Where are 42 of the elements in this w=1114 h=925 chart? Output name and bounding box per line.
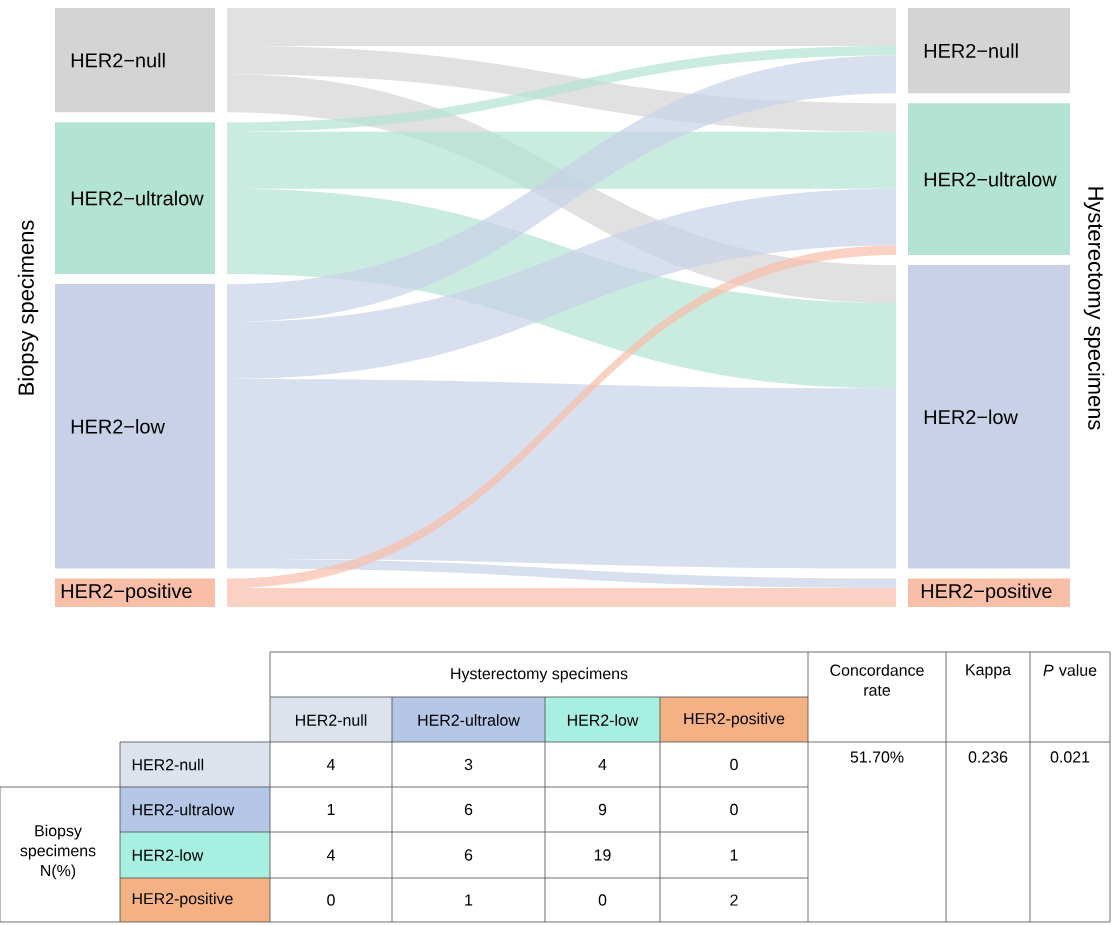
category-label: HER2−ultralow bbox=[71, 190, 204, 206]
data-label: 4 bbox=[598, 759, 607, 770]
category-label: HER2−positive bbox=[921, 583, 1052, 603]
data-label: 19 bbox=[594, 849, 611, 861]
text: 51.70% bbox=[850, 751, 904, 763]
text: Biopsy specimens bbox=[17, 220, 39, 395]
data-label: 0 bbox=[730, 803, 738, 816]
text: 0.021 bbox=[1050, 751, 1090, 763]
data-label: 3 bbox=[464, 758, 473, 771]
text: Kappa bbox=[966, 664, 1012, 679]
data-label: 2 bbox=[730, 894, 738, 906]
text: Concordance rate bbox=[830, 664, 924, 696]
data-label: 0 bbox=[598, 894, 607, 906]
text: 0.236 bbox=[968, 751, 1008, 763]
y-tick-label: HER2-low bbox=[132, 849, 204, 861]
x-tick-label: HER2-ultralow bbox=[418, 714, 520, 726]
chart-title: Hysterectomy specimens bbox=[451, 667, 628, 683]
data-label: 1 bbox=[465, 894, 473, 906]
category-label: HER2−null bbox=[71, 52, 165, 68]
data-label: 1 bbox=[327, 804, 335, 815]
y-axis-title: Biopsy specimens N(%) bbox=[20, 824, 96, 880]
data-label: 1 bbox=[730, 849, 738, 861]
text: Hysterectomy specimens bbox=[1083, 187, 1105, 430]
x-tick-label: HER2-null bbox=[296, 714, 367, 726]
data-label: 9 bbox=[598, 803, 607, 816]
category-label: HER2−null bbox=[924, 43, 1018, 58]
x-tick-label: HER2-positive bbox=[684, 712, 785, 728]
data-label: 6 bbox=[464, 803, 473, 816]
category-label: HER2−positive bbox=[61, 583, 192, 603]
y-tick-label: HER2-ultralow bbox=[132, 803, 235, 816]
category-label: HER2−low bbox=[71, 418, 165, 434]
category-label: HER2−ultralow bbox=[924, 171, 1057, 187]
category-label: HER2−low bbox=[924, 409, 1018, 425]
data-label: 6 bbox=[464, 849, 473, 861]
text: P value bbox=[1043, 664, 1097, 676]
data-label: 0 bbox=[730, 758, 738, 771]
data-label: 4 bbox=[326, 759, 335, 770]
y-tick-label: HER2-positive bbox=[132, 892, 233, 908]
data-label: 4 bbox=[326, 849, 335, 861]
data-label: 0 bbox=[327, 894, 335, 906]
x-tick-label: HER2-low bbox=[567, 714, 639, 726]
y-tick-label: HER2-null bbox=[132, 758, 204, 771]
